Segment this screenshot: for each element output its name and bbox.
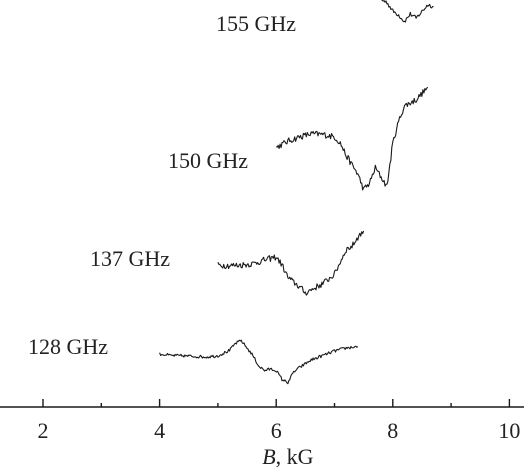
- x-tick-label: 6: [271, 418, 282, 443]
- spectrum-trace: [275, 86, 429, 191]
- frequency-labels: 155 GHz 150 GHz 137 GHz 128 GHz: [28, 11, 296, 359]
- spectrum-trace: [381, 0, 434, 23]
- x-axis: 2 4 6 8 10: [0, 399, 524, 443]
- x-axis-title: B, kG: [262, 444, 313, 469]
- x-axis-title-symbol: B: [262, 444, 275, 469]
- x-tick-label: 4: [154, 418, 165, 443]
- frequency-label: 150 GHz: [168, 148, 248, 173]
- spectra-traces: [159, 0, 434, 385]
- x-tick-label: 8: [387, 418, 398, 443]
- frequency-label: 128 GHz: [28, 334, 108, 359]
- x-axis-title-unit: , kG: [276, 444, 314, 469]
- spectrum-trace: [217, 230, 365, 296]
- frequency-label: 155 GHz: [216, 11, 296, 36]
- x-tick-label: 2: [38, 418, 49, 443]
- frequency-label: 137 GHz: [90, 246, 170, 271]
- spectrum-trace: [159, 339, 359, 385]
- x-tick-label: 10: [498, 418, 520, 443]
